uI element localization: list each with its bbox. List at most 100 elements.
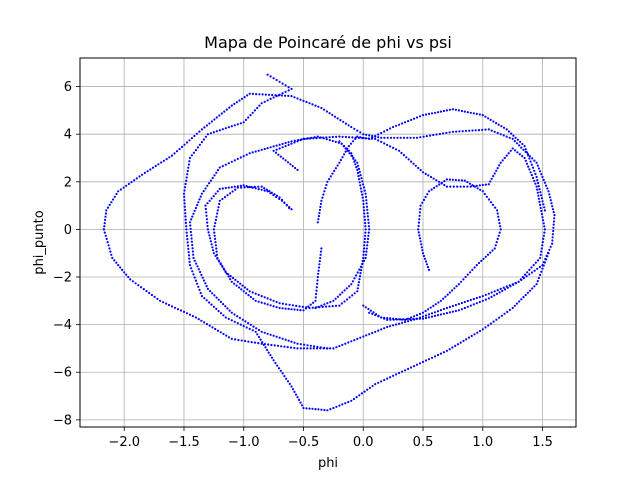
data-point xyxy=(536,280,539,283)
data-point xyxy=(442,351,445,354)
data-point xyxy=(108,247,111,250)
data-point xyxy=(284,84,287,87)
data-point xyxy=(287,89,290,92)
data-point xyxy=(162,301,165,304)
data-point xyxy=(257,342,260,345)
data-point xyxy=(430,188,433,191)
data-point xyxy=(511,137,514,140)
data-point xyxy=(445,131,448,134)
x-tick-label: 0.0 xyxy=(353,435,374,450)
data-point xyxy=(300,404,304,407)
data-point xyxy=(543,231,546,234)
data-point xyxy=(278,302,281,305)
data-point xyxy=(231,276,235,280)
data-point xyxy=(395,323,398,326)
data-point xyxy=(239,184,242,187)
data-point xyxy=(366,241,369,244)
data-point xyxy=(362,206,365,209)
data-point xyxy=(214,218,217,221)
data-point xyxy=(444,295,447,298)
data-point xyxy=(236,280,239,283)
data-point xyxy=(285,204,288,207)
data-point xyxy=(470,334,473,338)
data-point xyxy=(523,145,526,148)
data-point xyxy=(357,281,360,284)
data-point xyxy=(421,311,425,314)
data-point xyxy=(260,330,263,333)
y-tick-label: −4 xyxy=(53,318,72,333)
data-point xyxy=(369,309,372,312)
data-point xyxy=(362,183,365,186)
data-point xyxy=(206,228,209,231)
data-point xyxy=(365,247,368,250)
data-point xyxy=(204,135,207,138)
data-point xyxy=(313,345,316,348)
data-point xyxy=(377,133,380,136)
data-point xyxy=(233,320,236,323)
data-point xyxy=(230,319,233,322)
data-point xyxy=(383,142,386,145)
data-point xyxy=(491,203,495,206)
data-point xyxy=(293,346,296,350)
data-point xyxy=(511,306,514,310)
data-point xyxy=(415,116,419,119)
data-point xyxy=(217,259,221,262)
data-point xyxy=(345,287,348,290)
data-point xyxy=(219,262,222,265)
data-point xyxy=(267,93,271,96)
data-point xyxy=(238,316,241,319)
data-point xyxy=(502,286,505,289)
data-point xyxy=(290,208,293,211)
data-point xyxy=(516,138,520,141)
data-point xyxy=(415,314,419,317)
data-point xyxy=(284,338,287,341)
data-point xyxy=(198,143,201,146)
data-point xyxy=(405,156,408,159)
data-point xyxy=(125,273,128,276)
data-point xyxy=(362,186,366,189)
data-point xyxy=(539,273,542,276)
data-point xyxy=(263,189,266,192)
data-point xyxy=(352,140,355,143)
data-point xyxy=(552,211,555,214)
data-point xyxy=(451,289,454,292)
data-point xyxy=(318,263,321,266)
data-point xyxy=(296,168,299,171)
data-point xyxy=(104,215,107,218)
data-point xyxy=(104,234,107,237)
data-point xyxy=(263,296,266,299)
data-point xyxy=(317,105,320,108)
data-point xyxy=(440,181,443,184)
data-point xyxy=(184,215,187,218)
data-point xyxy=(304,307,307,310)
data-point xyxy=(537,276,541,280)
data-point xyxy=(422,254,426,258)
data-point xyxy=(359,187,362,190)
data-point xyxy=(368,134,371,137)
data-point xyxy=(543,206,546,209)
data-point xyxy=(530,174,533,177)
data-point xyxy=(392,324,395,327)
data-point xyxy=(205,124,208,127)
data-point xyxy=(358,181,361,184)
data-point xyxy=(508,136,511,139)
data-point xyxy=(311,306,314,309)
data-point xyxy=(242,325,245,328)
data-point xyxy=(282,157,285,160)
data-point xyxy=(400,151,403,155)
data-point xyxy=(462,185,466,188)
data-point xyxy=(149,168,152,171)
data-point xyxy=(245,326,248,329)
data-point xyxy=(355,166,358,169)
data-point xyxy=(355,274,358,277)
data-point xyxy=(356,287,359,290)
data-point xyxy=(448,178,451,181)
data-point xyxy=(215,116,218,119)
data-point xyxy=(445,312,448,315)
y-tick-label: −6 xyxy=(53,366,72,381)
data-point xyxy=(493,290,496,293)
data-point xyxy=(392,374,395,377)
data-point xyxy=(553,214,556,217)
data-point xyxy=(273,344,276,347)
